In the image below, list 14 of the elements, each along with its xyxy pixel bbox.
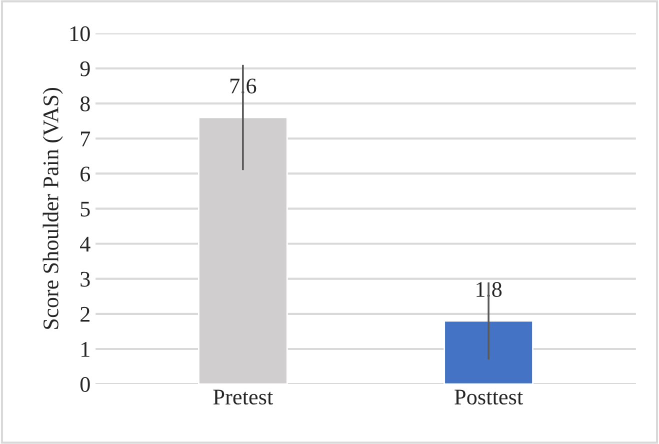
x-tick-label: Pretest xyxy=(213,390,274,405)
y-axis-title: Score Shoulder Pain (VAS) xyxy=(42,88,63,329)
y-tick-label: 9 xyxy=(80,61,90,76)
y-tick-label: 2 xyxy=(80,306,90,322)
y-tick-label: 0 xyxy=(80,376,90,392)
y-tick-label: 6 xyxy=(80,166,90,182)
y-tick-label: 4 xyxy=(80,236,90,252)
x-tick-label: Posttest xyxy=(454,390,524,405)
y-tick-label: 8 xyxy=(80,96,90,112)
y-tick-label: 1 xyxy=(82,342,90,357)
y-tick-label: 10 xyxy=(70,26,90,42)
y-tick-label: 5 xyxy=(80,202,90,217)
y-tick-label: 7 xyxy=(81,132,90,146)
y-tick-label: 3 xyxy=(80,272,90,287)
